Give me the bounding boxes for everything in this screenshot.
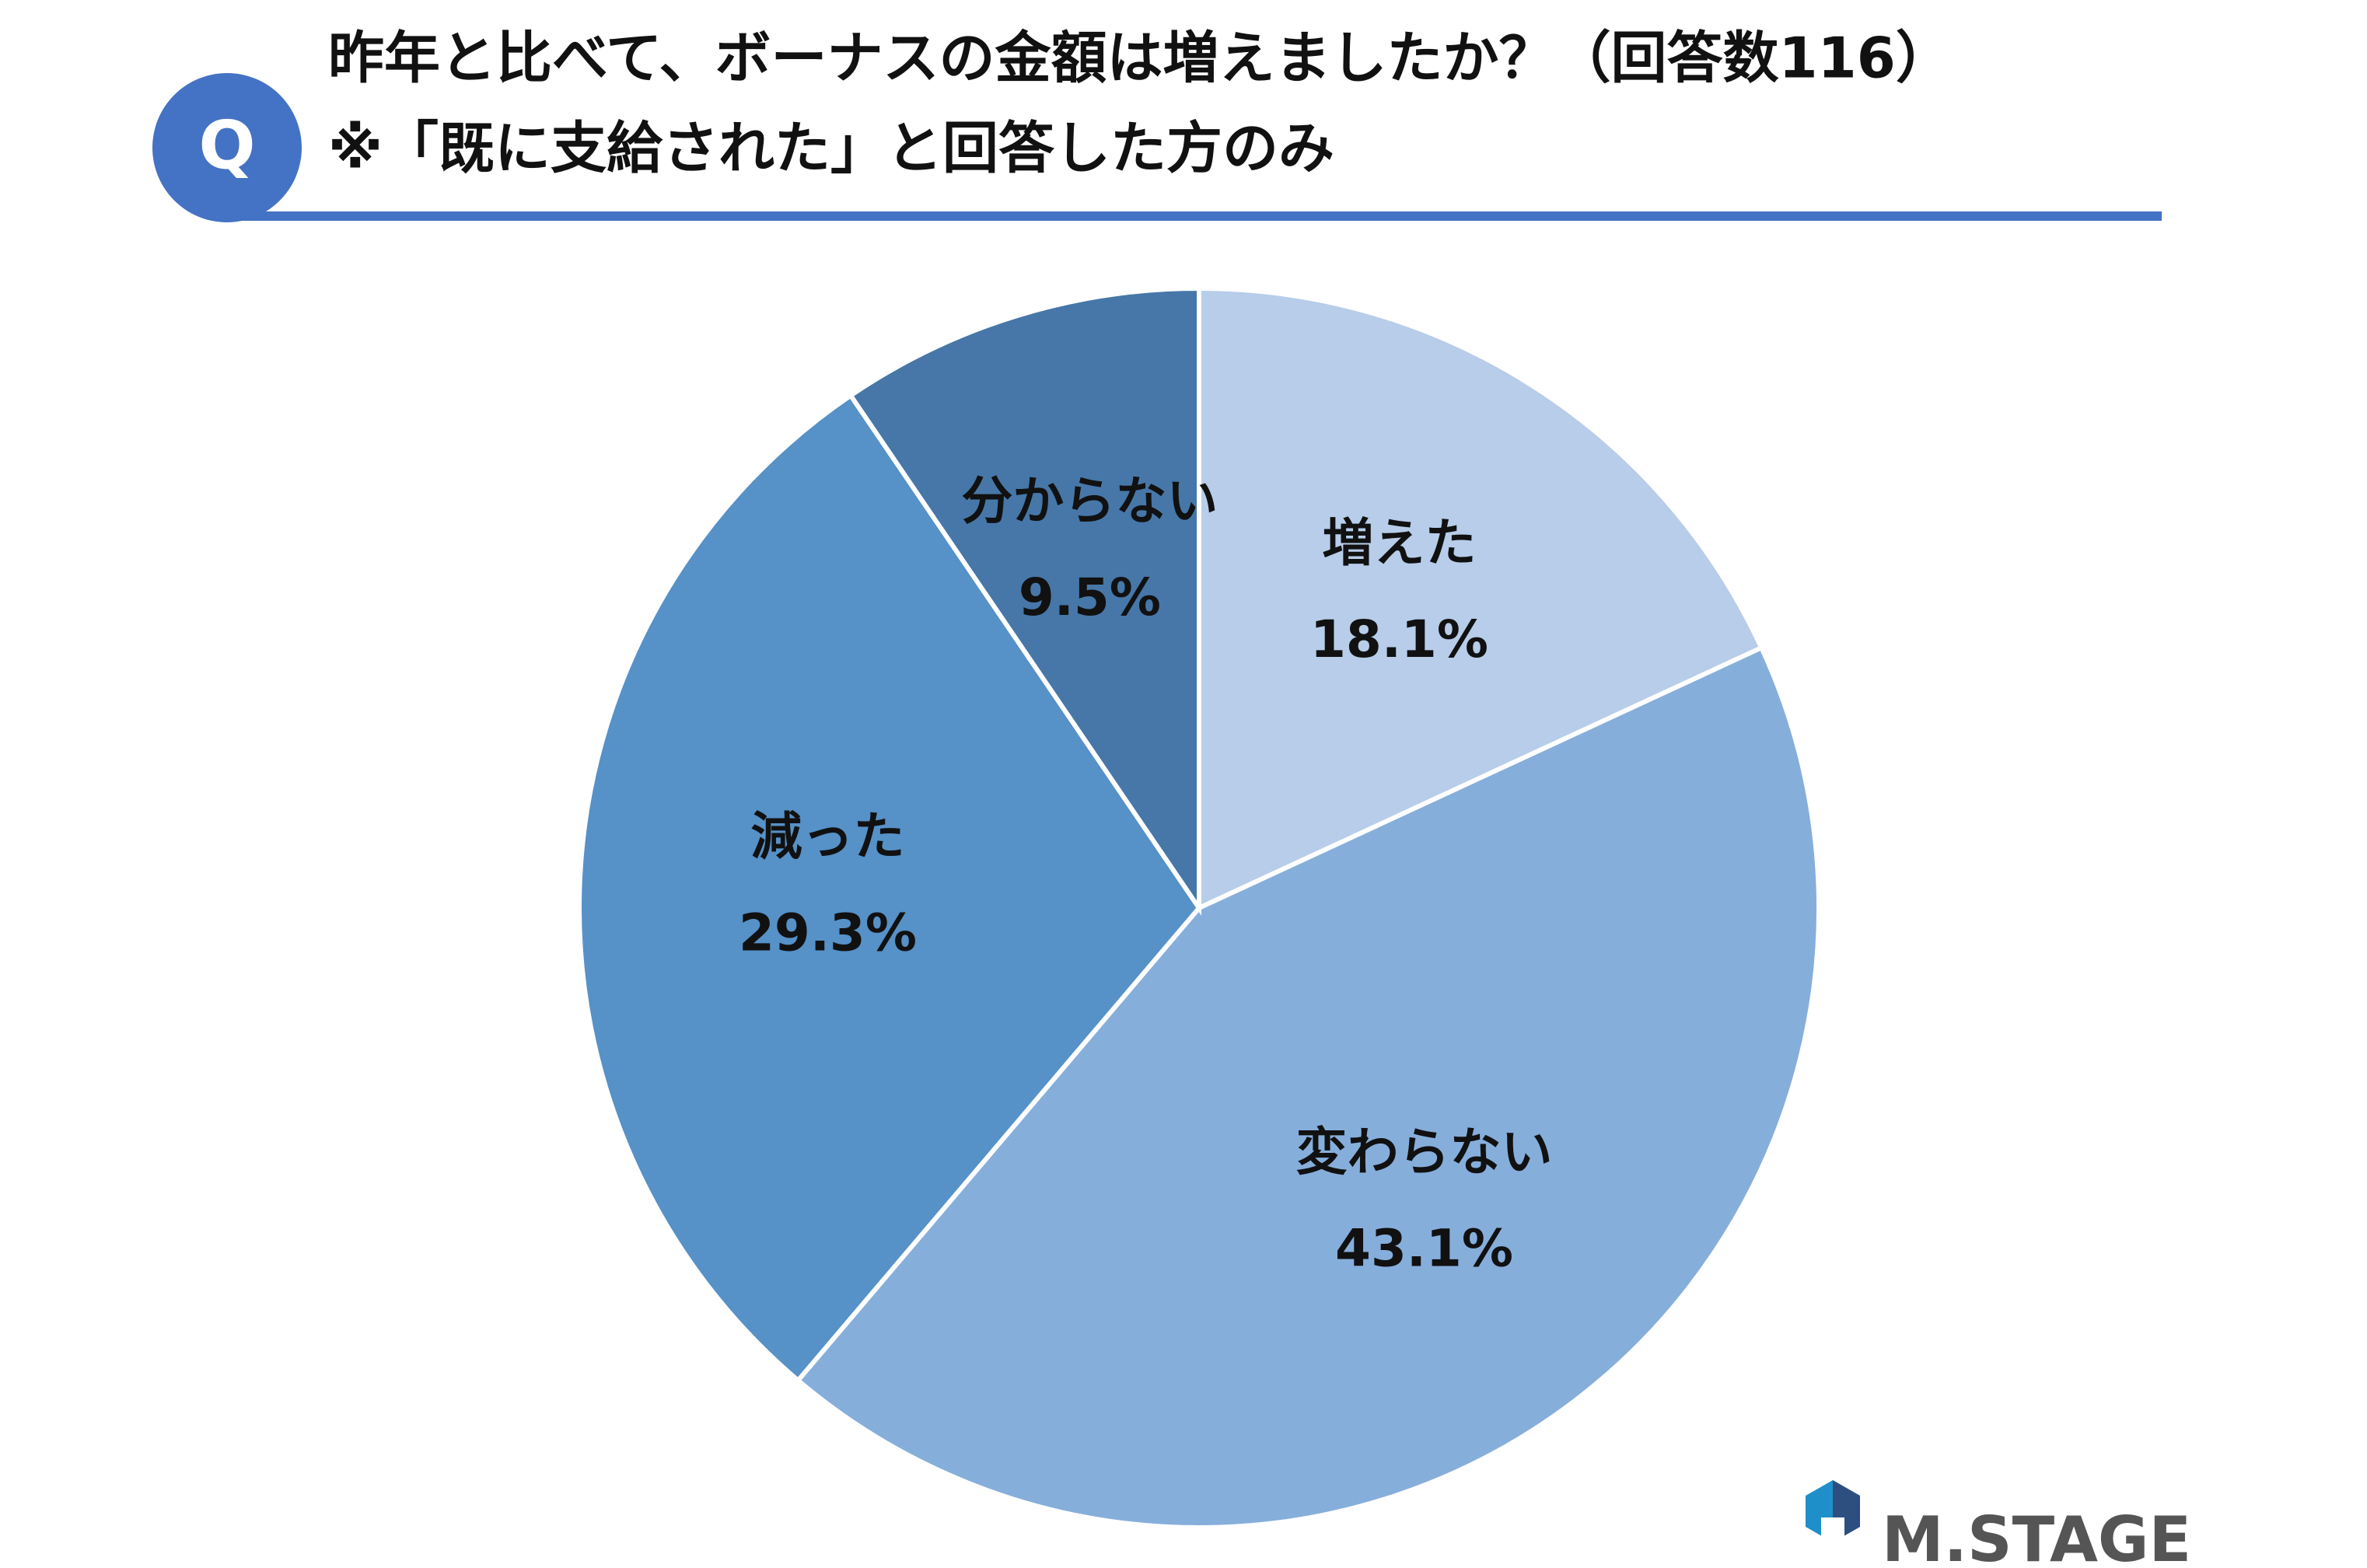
pie-slice [795,644,1821,1531]
title-rule [227,211,2162,221]
value-label: 9.5% [1019,567,1161,627]
logo-icon-hole [1821,1517,1844,1545]
slice-label: 増えた [1322,513,1476,573]
pie-slice [577,392,1202,1384]
q-letter: Q [198,107,255,184]
slice-label: 減った [750,807,904,867]
value-label: 18.1% [1310,609,1488,669]
logo-text: M.STAGE [1882,1503,2191,1565]
logo: M.STAGE [1806,1480,2191,1568]
pie-slice [1197,285,1765,912]
chart-subtitle: ※「既に支給された」と回答した方のみ [328,116,1334,181]
value-label: 29.3% [739,903,917,963]
value-label: 43.1% [1335,1219,1513,1279]
pie [577,285,1821,1531]
q-badge [152,73,302,222]
slice-label: 変わらない [1296,1123,1553,1182]
slice-label: 分からない [961,471,1218,531]
chart-title: 昨年と比べて、ボーナスの金額は増えましたか？（回答数116） [328,26,1952,91]
pie-slice [847,285,1201,916]
